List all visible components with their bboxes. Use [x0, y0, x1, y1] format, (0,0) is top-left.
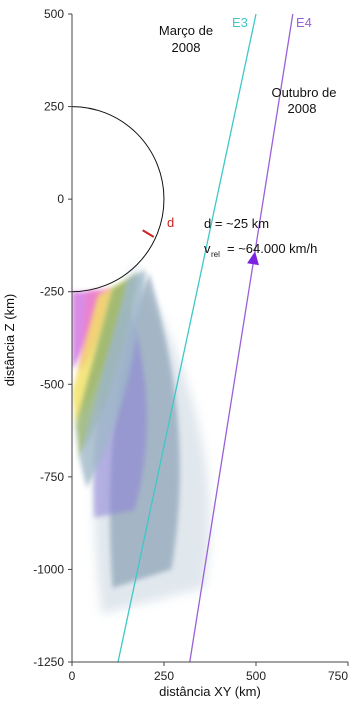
y-tick-label: 0 [57, 192, 64, 206]
distance-d-marker [142, 229, 155, 238]
x-tick-label: 500 [246, 669, 266, 683]
y-tick-label: -750 [40, 470, 64, 484]
plume-layer [79, 269, 146, 488]
y-tick-label: -250 [40, 285, 64, 299]
marco-label-line1: Março de [159, 23, 213, 38]
trajectory-e3-line [117, 14, 257, 662]
plot-area [72, 14, 294, 662]
y-tick-label: 250 [44, 100, 64, 114]
x-ticks: 0 250 500 750 [69, 662, 349, 683]
plume-core [93, 302, 147, 518]
x-tick-label: 250 [154, 669, 174, 683]
y-tick-label: -1250 [33, 655, 64, 669]
marco-label-line2: 2008 [172, 40, 201, 55]
moon-limb [72, 106, 165, 293]
direction-arrow-icon [247, 251, 259, 266]
x-tick-label: 0 [69, 669, 76, 683]
x-tick-label: 750 [328, 669, 348, 683]
y-ticks: 500 250 0 -250 -500 -750 -1000 -1250 [33, 7, 72, 669]
y-tick-label: 500 [44, 7, 64, 21]
label-e4: E4 [296, 15, 312, 30]
velocity-subscript: rel [211, 250, 220, 259]
y-tick-label: -500 [40, 377, 64, 391]
y-axis-title: distância Z (km) [2, 294, 17, 386]
outubro-label-line1: Outubro de [271, 85, 336, 100]
label-d: d [167, 215, 174, 230]
distance-annotation: d = ~25 km [204, 216, 269, 231]
outubro-label-line2: 2008 [288, 101, 317, 116]
plume-cloud [72, 262, 210, 614]
trajectory-e4-line [189, 14, 294, 662]
x-axis-title: distância XY (km) [159, 684, 261, 699]
velocity-symbol: v [204, 241, 211, 256]
y-tick-label: -1000 [33, 562, 64, 576]
velocity-value: = ~64.000 km/h [227, 241, 317, 256]
label-e3: E3 [232, 15, 248, 30]
